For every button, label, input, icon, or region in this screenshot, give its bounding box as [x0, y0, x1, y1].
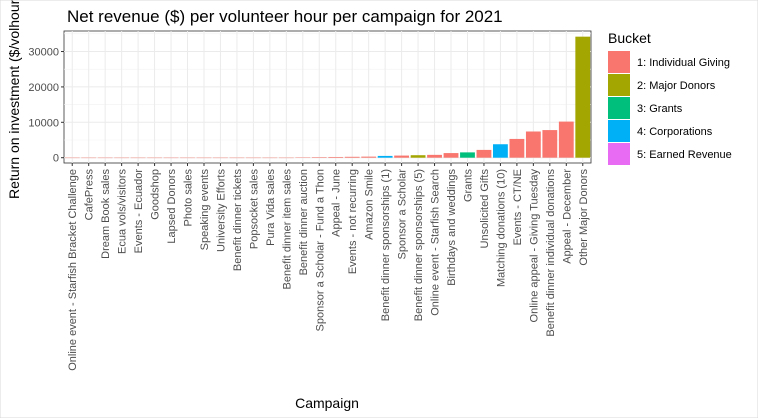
bar: [410, 155, 426, 158]
bar: [509, 138, 525, 158]
x-tick-label: Benefit dinner individual donations: [545, 169, 557, 337]
x-tick-label: Benefit dinner item sales: [281, 169, 293, 290]
x-tick-label: Benefit dinner auction: [298, 169, 310, 275]
x-tick-label: Other Major Donors: [578, 169, 590, 266]
x-tick-label: Dream Book sales: [100, 169, 112, 259]
bar: [443, 153, 459, 158]
x-axis: Online event - Starfish Bracket Challeng…: [67, 163, 590, 371]
x-tick-label: Benefit dinner sponsorships (1): [380, 169, 392, 321]
x-tick-label: Photo sales: [183, 169, 195, 227]
legend-items: 1: Individual Giving 2: Major Donors 3: Gr…: [608, 51, 732, 165]
bar: [394, 155, 410, 158]
legend-label: 4: Corporations: [637, 126, 713, 138]
x-tick-label: Events - Ecuador: [133, 169, 145, 254]
legend-swatch: [608, 120, 630, 142]
bar: [558, 121, 574, 158]
x-tick-label: Ecua vols/visitors: [117, 169, 129, 254]
bar: [460, 152, 475, 158]
y-axis: 0 10000 20000 30000: [28, 47, 64, 165]
x-tick-label: Speaking events: [199, 169, 211, 251]
x-tick-label: University Efforts: [215, 169, 227, 252]
x-tick-label: Matching donations (10): [495, 169, 507, 287]
grid-lines: [64, 31, 591, 163]
x-tick-label: Events - not recurring: [347, 169, 359, 274]
legend: Bucket 1: Individual Giving 2: Major Dono…: [608, 30, 732, 165]
x-tick-label: Amazon Smile: [364, 169, 376, 240]
bar: [311, 157, 327, 158]
bars: [64, 36, 591, 159]
x-tick-label: Pura Vida sales: [265, 169, 277, 246]
x-tick-label: Popsocket sales: [248, 169, 260, 250]
bar: [344, 156, 360, 158]
bar: [377, 155, 393, 158]
legend-label: 2: Major Donors: [637, 80, 716, 92]
legend-label: 5: Earned Revenue: [637, 149, 732, 161]
y-tick-label: 0: [53, 153, 59, 165]
x-tick-label: CafePress: [84, 169, 96, 221]
legend-swatch: [608, 51, 630, 73]
x-tick-label: Online event - Starfish Search: [430, 169, 442, 316]
x-tick-label: Grants: [462, 169, 474, 203]
x-tick-label: Benefit dinner tickets: [232, 169, 244, 272]
x-tick-label: Unsolicited Gifts: [479, 169, 491, 249]
chart-title: Net revenue ($) per volunteer hour per c…: [67, 7, 503, 26]
y-tick-label: 20000: [28, 82, 59, 94]
y-axis-title: Return on investment ($/volhour): [6, 0, 22, 199]
y-tick-label: 10000: [28, 117, 59, 129]
legend-swatch: [608, 97, 630, 119]
x-tick-label: Birthdays and weddings: [446, 169, 458, 286]
x-tick-label: Sponsor a Scholar: [397, 169, 409, 260]
plot-panel: [63, 30, 592, 164]
bar: [575, 36, 591, 158]
x-tick-label: Benefit dinner sponsorships (5): [413, 169, 425, 321]
bar: [493, 144, 508, 158]
y-tick-label: 30000: [28, 47, 59, 59]
x-tick-label: Events - CT/NE: [512, 169, 524, 245]
bar: [476, 149, 492, 158]
x-tick-label: Sponsor a Scholar - Fund a Thon: [314, 169, 326, 331]
bar: [427, 154, 442, 158]
x-tick-label: Goodshop: [150, 169, 162, 220]
legend-swatch: [608, 74, 630, 96]
legend-label: 3: Grants: [637, 103, 683, 115]
bar: [542, 130, 558, 158]
x-tick-label: Lapsed Donors: [166, 169, 178, 244]
legend-title: Bucket: [608, 30, 651, 46]
bar: [525, 131, 541, 158]
bar: [361, 156, 377, 158]
x-tick-label: Online event - Starfish Bracket Challeng…: [67, 169, 79, 371]
x-tick-label: Appeal - December: [561, 169, 573, 264]
legend-label: 1: Individual Giving: [637, 57, 730, 69]
x-tick-label: Online appeal - Giving Tuesday: [528, 169, 540, 323]
x-axis-title: Campaign: [295, 395, 359, 411]
legend-swatch: [608, 143, 630, 165]
x-tick-label: Appeal - June: [331, 169, 343, 237]
bar: [328, 156, 344, 158]
